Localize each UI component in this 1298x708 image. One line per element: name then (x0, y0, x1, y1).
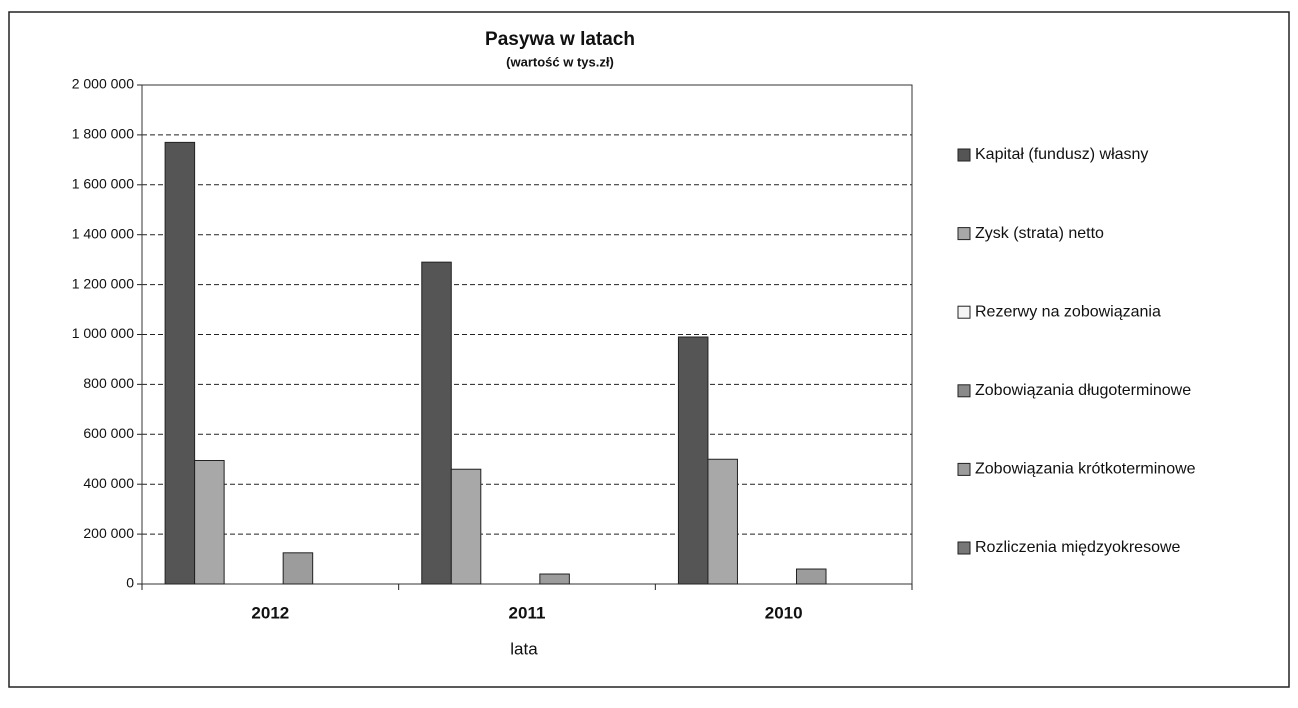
legend-label: Zobowiązania długoterminowe (975, 382, 1191, 399)
y-tick-label: 400 000 (83, 475, 134, 491)
bar (164, 141, 196, 585)
y-tick-label: 1 800 000 (72, 126, 134, 142)
x-tick-label: 2011 (509, 603, 546, 622)
chart-frame (8, 11, 1290, 688)
bar (282, 552, 314, 585)
y-tick-label: 0 (126, 575, 134, 591)
y-tick-label: 800 000 (83, 375, 134, 391)
y-tick-label: 1 400 000 (72, 225, 134, 241)
legend-swatch (957, 148, 971, 162)
y-tick-label: 1 600 000 (72, 176, 134, 192)
bar (421, 261, 452, 585)
chart-title: Pasywa w latach (485, 29, 635, 50)
x-axis-label: lata (510, 639, 538, 658)
y-tick-label: 1 200 000 (72, 275, 134, 291)
x-tick-label: 2010 (765, 603, 803, 622)
bar (677, 336, 709, 585)
legend-swatch (957, 462, 971, 476)
legend-swatch (957, 305, 971, 319)
legend-label: Rezerwy na zobowiązania (975, 303, 1161, 320)
bar (796, 568, 827, 585)
y-tick-label: 1 000 000 (72, 325, 134, 341)
legend-label: Rozliczenia międzyokresowe (975, 539, 1181, 556)
y-tick-label: 600 000 (83, 425, 134, 441)
legend-swatch (957, 227, 971, 241)
legend-label: Zobowiązania krótkoterminowe (975, 461, 1196, 478)
bar (539, 573, 570, 585)
legend-label: Kapitał (fundusz) własny (975, 146, 1148, 163)
y-tick-label: 2 000 000 (72, 76, 134, 92)
bar (707, 458, 738, 585)
chart-subtitle: (wartość w tys.zł) (506, 54, 614, 69)
y-tick-label: 200 000 (83, 525, 134, 541)
legend-swatch (957, 541, 971, 555)
plot-area (141, 84, 913, 585)
legend-swatch (957, 384, 971, 398)
legend-label: Zysk (strata) netto (975, 225, 1104, 242)
x-tick-label: 2012 (251, 603, 289, 622)
bar (194, 459, 225, 585)
bar (450, 468, 482, 585)
